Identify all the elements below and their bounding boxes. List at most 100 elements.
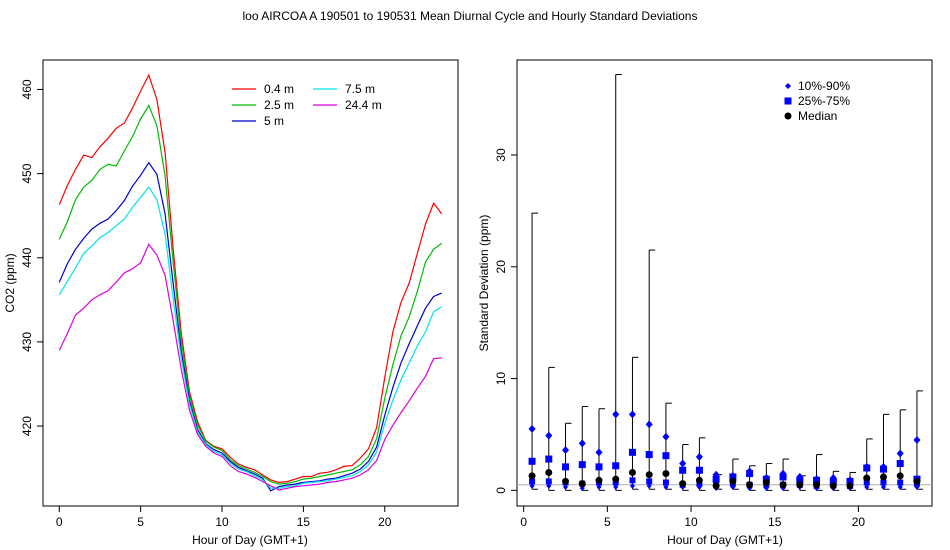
sd-legend-label: 25%-75% <box>798 94 850 108</box>
co2-y-axis-label: CO2 (ppm) <box>3 253 17 312</box>
sd-hour-group <box>846 471 857 492</box>
sd-median-dot <box>896 472 904 480</box>
sd-hour-group <box>813 454 823 492</box>
sd-p25-square <box>897 479 904 486</box>
sd-p90-diamond <box>578 439 586 448</box>
co2-y-tick-label: 430 <box>20 332 34 352</box>
sd-median-dot <box>628 468 636 476</box>
sd-p90-diamond <box>562 446 570 455</box>
sd-median-dot <box>528 472 536 480</box>
sd-hour-group <box>896 409 907 490</box>
sd-hour-group <box>879 413 890 490</box>
sd-p90-diamond <box>913 436 921 445</box>
sd-p75-square <box>846 477 854 485</box>
sd-p90-diamond <box>528 424 536 433</box>
sd-p75-square <box>729 473 737 481</box>
sd-hour-group <box>595 408 605 491</box>
co2-x-tick-label: 10 <box>215 515 229 529</box>
co2-series-line-2 <box>58 161 442 492</box>
sd-median-dot <box>762 479 770 487</box>
sd-p75-square <box>612 462 620 470</box>
co2-legend-label: 5 m <box>264 114 284 128</box>
sd-p25-square <box>545 478 552 485</box>
sd-p75-square <box>695 466 703 474</box>
sd-p90-diamond <box>628 410 636 419</box>
co2-legend-label: 2.5 m <box>264 98 294 112</box>
sd-p25-square <box>629 477 636 484</box>
sd-hour-group <box>695 437 706 491</box>
sd-hour-group <box>762 463 773 492</box>
sd-median-dot <box>662 470 670 478</box>
co2-series-line-1 <box>58 104 443 485</box>
co2-y-tick-label: 460 <box>20 79 34 99</box>
sd-p25-square <box>880 479 887 486</box>
sd-x-tick-label: 0 <box>520 515 527 529</box>
sd-median-dot <box>612 475 620 483</box>
sd-p75-square <box>863 464 871 472</box>
sd-legend: 10%-90%25%-75%Median <box>784 79 850 123</box>
sd-y-axis-label: Standard Deviation (ppm) <box>477 215 491 352</box>
sd-marks-group <box>528 74 923 492</box>
sd-median-dot <box>562 477 570 485</box>
sd-y-tick-label: 10 <box>494 372 508 386</box>
sd-median-dot <box>829 482 837 490</box>
figure-title: loo AIRCOA A 190501 to 190531 Mean Diurn… <box>243 9 698 23</box>
sd-p75-square <box>595 463 603 471</box>
sd-p25-square <box>662 479 669 486</box>
sd-p75-square <box>545 455 553 463</box>
co2-x-tick-label: 20 <box>378 515 392 529</box>
sd-median-dot <box>796 481 804 489</box>
sd-median-dot <box>779 481 787 489</box>
sd-legend-square <box>784 97 792 105</box>
sd-hour-group <box>645 249 656 490</box>
co2-y-tick-label: 420 <box>20 416 34 436</box>
sd-x-tick-label: 10 <box>684 515 698 529</box>
sd-p75-square <box>879 465 887 473</box>
sd-p75-square <box>746 470 754 478</box>
sd-p75-square <box>628 448 636 456</box>
sd-p25-square <box>646 478 653 485</box>
sd-p75-square <box>712 475 720 483</box>
sd-hour-group <box>528 212 539 490</box>
sd-median-dot <box>578 480 586 488</box>
sd-hour-group <box>779 458 790 492</box>
co2-x-tick-label: 15 <box>297 515 311 529</box>
sd-median-dot <box>913 477 921 485</box>
co2-x-axis: 0 5 10 15 20 <box>56 506 392 529</box>
sd-p10-diamond <box>629 482 635 489</box>
sd-hour-group <box>829 470 840 492</box>
sd-median-dot <box>645 471 653 479</box>
sd-legend-label: Median <box>798 109 837 123</box>
co2-legend-label: 0.4 m <box>264 82 294 96</box>
sd-median-dot <box>879 473 887 481</box>
co2-legend-label: 24.4 m <box>345 98 382 112</box>
co2-series-line-3 <box>58 186 443 489</box>
sd-hour-group <box>612 74 622 491</box>
sd-p75-square <box>813 476 821 484</box>
sd-p90-diamond <box>545 431 553 440</box>
co2-x-tick-label: 5 <box>137 515 144 529</box>
co2-y-axis: 420 430 440 450 460 <box>20 79 43 436</box>
sd-y-tick-label: 0 <box>494 487 508 494</box>
sd-x-tick-label: 5 <box>604 515 611 529</box>
co2-series-group <box>58 73 443 492</box>
sd-median-dot <box>846 482 854 490</box>
co2-x-tick-label: 0 <box>56 515 63 529</box>
sd-p75-square <box>662 452 670 460</box>
sd-p25-square <box>863 479 870 486</box>
sd-y-axis: 0 10 20 30 <box>494 148 517 494</box>
co2-legend-label: 7.5 m <box>345 82 375 96</box>
sd-median-dot <box>712 482 720 490</box>
sd-median-dot <box>746 481 754 489</box>
sd-p75-square <box>645 451 653 459</box>
sd-chart: 0 5 10 15 20 0 10 20 30 Hour of Day (GMT+1) Sta… <box>477 59 933 547</box>
sd-median-dot <box>695 476 703 484</box>
sd-median-dot <box>729 477 737 485</box>
co2-x-axis-label: Hour of Day (GMT+1) <box>192 533 308 547</box>
sd-hour-group <box>729 458 739 490</box>
sd-p75-square <box>829 477 837 485</box>
sd-median-dot <box>545 468 553 476</box>
sd-hour-group <box>679 444 689 491</box>
sd-legend-diamond <box>785 83 791 89</box>
